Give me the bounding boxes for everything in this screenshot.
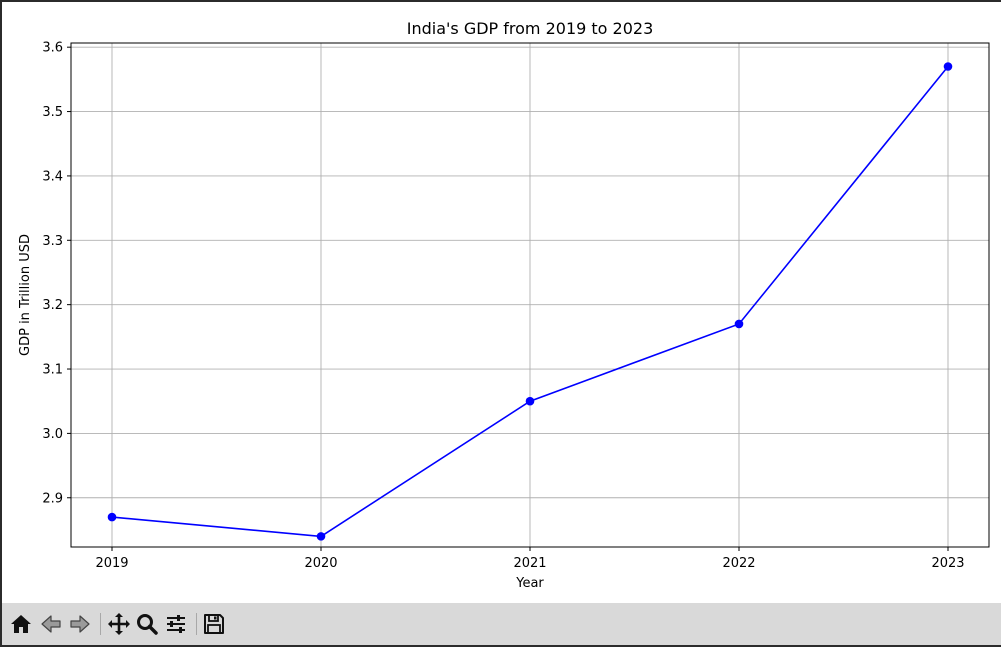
configure-subplots-button[interactable] <box>163 611 189 637</box>
figure-canvas: 2.9 3.0 3.1 3.2 3.3 3.4 3.5 3.6 2019 2020 2021 202… <box>2 2 1001 603</box>
zoom-icon <box>137 614 158 635</box>
y-tick-label: 2.9 <box>42 491 63 506</box>
series-markers <box>107 62 953 541</box>
data-point-marker <box>525 396 535 406</box>
y-axis-ticks: 2.9 3.0 3.1 3.2 3.3 3.4 3.5 3.6 <box>42 41 71 506</box>
x-tick-label: 2023 <box>931 556 964 571</box>
x-axis-label: Year <box>515 576 544 591</box>
move-icon <box>108 613 130 635</box>
y-tick-label: 3.6 <box>42 41 63 56</box>
toolbar-separator <box>196 613 197 635</box>
forward-arrow-icon <box>70 615 90 633</box>
sliders-icon <box>167 615 185 633</box>
data-point-marker <box>107 512 117 522</box>
grid-layer <box>71 43 989 547</box>
data-point-marker <box>316 532 326 541</box>
x-tick-label: 2022 <box>722 556 755 571</box>
save-button[interactable] <box>201 611 227 637</box>
pan-button[interactable] <box>106 611 132 637</box>
x-tick-label: 2019 <box>95 556 128 571</box>
y-tick-label: 3.3 <box>42 234 63 249</box>
chart-title: India's GDP from 2019 to 2023 <box>407 19 654 38</box>
save-icon <box>204 614 224 634</box>
y-tick-label: 3.2 <box>42 298 63 313</box>
x-tick-label: 2020 <box>304 556 337 571</box>
home-button[interactable] <box>8 611 34 637</box>
toolbar-separator <box>100 613 101 635</box>
y-tick-label: 3.5 <box>42 105 63 120</box>
x-axis-ticks: 2019 2020 2021 2022 2023 <box>95 547 965 571</box>
y-tick-label: 3.4 <box>42 169 63 184</box>
y-tick-label: 3.1 <box>42 363 63 378</box>
back-button[interactable] <box>38 611 64 637</box>
line-chart: 2.9 3.0 3.1 3.2 3.3 3.4 3.5 3.6 2019 2020 2021 202… <box>18 19 990 591</box>
navigation-toolbar <box>0 603 1001 647</box>
y-axis-label: GDP in Trillion USD <box>18 234 33 356</box>
y-tick-label: 3.0 <box>42 427 63 442</box>
back-arrow-icon <box>41 615 61 633</box>
forward-button[interactable] <box>67 611 93 637</box>
x-tick-label: 2021 <box>513 556 546 571</box>
data-point-marker <box>734 319 744 329</box>
data-point-marker <box>943 62 953 71</box>
zoom-button[interactable] <box>134 611 160 637</box>
home-icon <box>11 615 31 633</box>
